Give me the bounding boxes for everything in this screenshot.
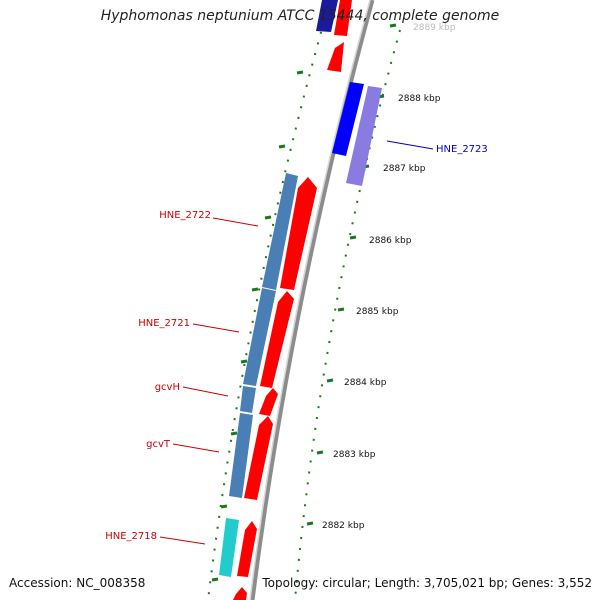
gene-hne2718-red — [237, 521, 257, 577]
gene-hne2721-steelblue — [243, 288, 276, 386]
gene-top-navy — [316, 0, 338, 32]
gene-top-red-a — [334, 0, 352, 36]
gene-hne2722-red — [280, 177, 317, 290]
tick-label-2884: 2884 kbp — [344, 378, 387, 388]
gene-gcvh-steelblue — [240, 386, 256, 413]
leader-hne2723 — [386, 140, 434, 150]
leader-hne2721 — [192, 323, 240, 333]
gene-gcvt-steelblue — [229, 413, 253, 498]
gene-label-hne2721: HNE_2721 — [138, 318, 190, 329]
inner-major-ticks — [211, 70, 304, 582]
gene-gcvh-red — [259, 388, 278, 416]
leader-gcvt — [172, 443, 220, 453]
gene-bottom-red — [233, 587, 247, 600]
gene-top-red-b — [327, 42, 344, 72]
gene-hne2723-purple — [346, 86, 382, 186]
tick-label-2885: 2885 kbp — [356, 307, 399, 317]
topology-text: Topology: circular; Length: 3,705,021 bp… — [262, 576, 592, 590]
gene-hne2718-cyan — [219, 518, 239, 577]
genome-title: Hyphomonas neptunium ATCC 15444, complet… — [100, 8, 500, 24]
leader-gcvh — [182, 386, 229, 397]
tick-label-2883: 2883 kbp — [333, 450, 376, 460]
tick-label-2882: 2882 kbp — [322, 521, 365, 531]
gene-hne2723-blue — [332, 82, 364, 156]
tick-label-2889: 2889 kbp — [413, 23, 456, 33]
leader-hne2722 — [212, 217, 259, 227]
tick-label-2887: 2887 kbp — [383, 164, 426, 174]
inner-ruler — [207, 0, 331, 600]
gene-label-hne2723: HNE_2723 — [436, 144, 488, 155]
accession-text: Accession: NC_008358 — [9, 576, 146, 590]
gene-label-gcvh: gcvH — [155, 382, 180, 393]
gene-label-hne2718: HNE_2718 — [105, 531, 157, 542]
gene-label-hne2722: HNE_2722 — [159, 210, 211, 221]
tick-label-2886: 2886 kbp — [369, 236, 412, 246]
leader-hne2718 — [159, 536, 206, 545]
gene-hne2722-steelblue — [262, 173, 298, 290]
genome-backbone-highlight — [249, 0, 371, 600]
gene-hne2721-red — [260, 291, 294, 388]
gene-gcvt-red — [244, 416, 273, 500]
tick-label-2888: 2888 kbp — [398, 94, 441, 104]
gene-label-gcvt: gcvT — [146, 439, 171, 450]
